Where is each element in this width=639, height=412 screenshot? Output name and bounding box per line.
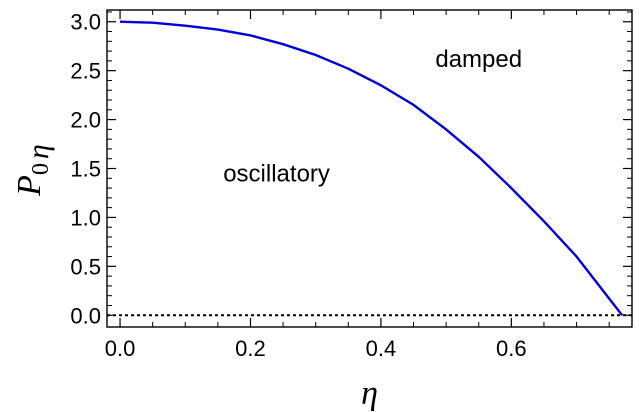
y-tick-label: 3.0	[70, 10, 101, 35]
y-tick-label: 0.5	[70, 254, 101, 279]
y-tick-label: 1.5	[70, 157, 101, 182]
y-tick-label: 0.0	[70, 303, 101, 328]
y-tick-label: 2.0	[70, 108, 101, 133]
y-axis-title-subscript: 0	[28, 163, 54, 175]
y-tick-label: 1.0	[70, 205, 101, 230]
region-label-damped: damped	[435, 46, 522, 73]
y-axis-title-variable: η	[22, 144, 55, 159]
boundary-curve	[119, 20, 624, 317]
x-tick-label: 0.0	[105, 336, 136, 361]
x-tick-label: 0.2	[235, 336, 266, 361]
plot-frame	[106, 9, 633, 328]
x-axis-title: η	[361, 375, 378, 412]
y-axis-title: P0 η	[11, 144, 55, 197]
x-tick-label: 0.6	[496, 336, 527, 361]
x-tick-label: 0.4	[366, 336, 397, 361]
y-tick-label: 2.5	[70, 59, 101, 84]
y-axis-title-main: P	[11, 175, 48, 197]
region-label-oscillatory: oscillatory	[223, 160, 330, 187]
